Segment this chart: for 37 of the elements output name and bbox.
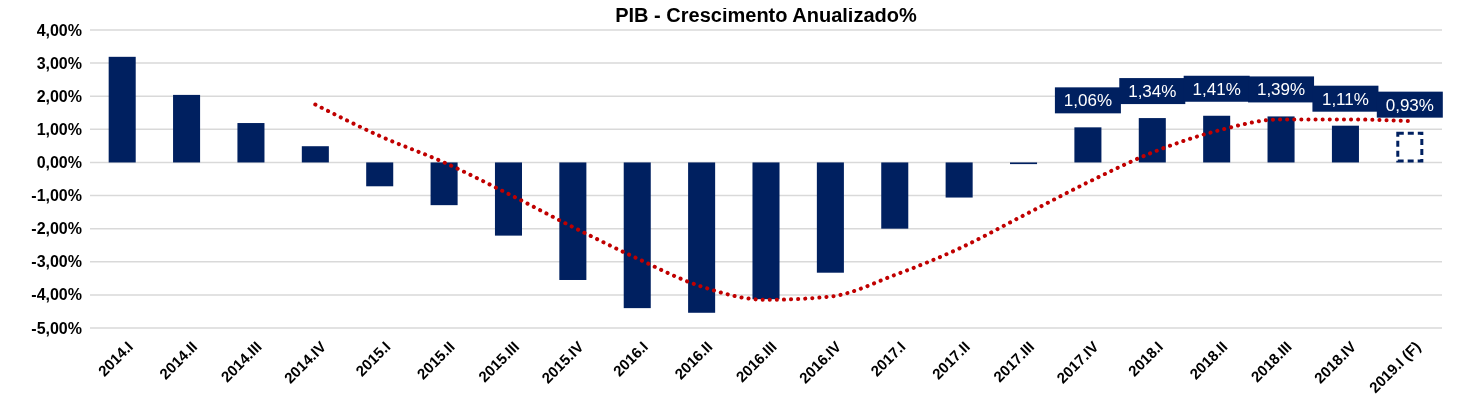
bar: [816, 162, 844, 273]
bar: [752, 162, 780, 300]
bar: [237, 123, 265, 163]
y-tick-label: -1,00%: [31, 187, 82, 205]
y-tick-label: -5,00%: [31, 319, 82, 337]
y-tick-label: 2,00%: [36, 87, 82, 105]
y-tick-label: -3,00%: [31, 253, 82, 271]
bar: [945, 162, 973, 198]
y-tick-label: 0,00%: [36, 154, 82, 172]
bar: [623, 162, 651, 309]
bar: [688, 162, 716, 313]
data-label: 1,41%: [1192, 79, 1241, 99]
chart-title: PIB - Crescimento Anualizado%: [615, 4, 917, 26]
y-tick-label: -4,00%: [31, 286, 82, 304]
bar: [1203, 115, 1231, 163]
bar: [430, 162, 458, 206]
bar: [301, 146, 329, 163]
y-tick-label: -2,00%: [31, 220, 82, 238]
data-label: 1,34%: [1128, 82, 1177, 102]
data-label: 1,06%: [1063, 91, 1113, 111]
y-tick-label: 3,00%: [36, 54, 82, 72]
bar: [108, 56, 136, 163]
data-label: 1,39%: [1256, 80, 1306, 100]
bar: [559, 162, 587, 280]
bar: [1267, 116, 1295, 163]
bar: [366, 162, 394, 187]
y-tick-label: 1,00%: [36, 120, 82, 138]
bar: [1331, 125, 1359, 163]
data-label: 1,11%: [1321, 89, 1369, 109]
bar: [881, 162, 909, 229]
y-tick-label: 4,00%: [36, 21, 82, 39]
bar: [173, 94, 201, 163]
bar: [1396, 131, 1424, 163]
bar: [494, 162, 522, 236]
data-label: 0,93%: [1385, 95, 1434, 115]
bar: [1074, 127, 1102, 163]
bar: [1138, 118, 1166, 163]
